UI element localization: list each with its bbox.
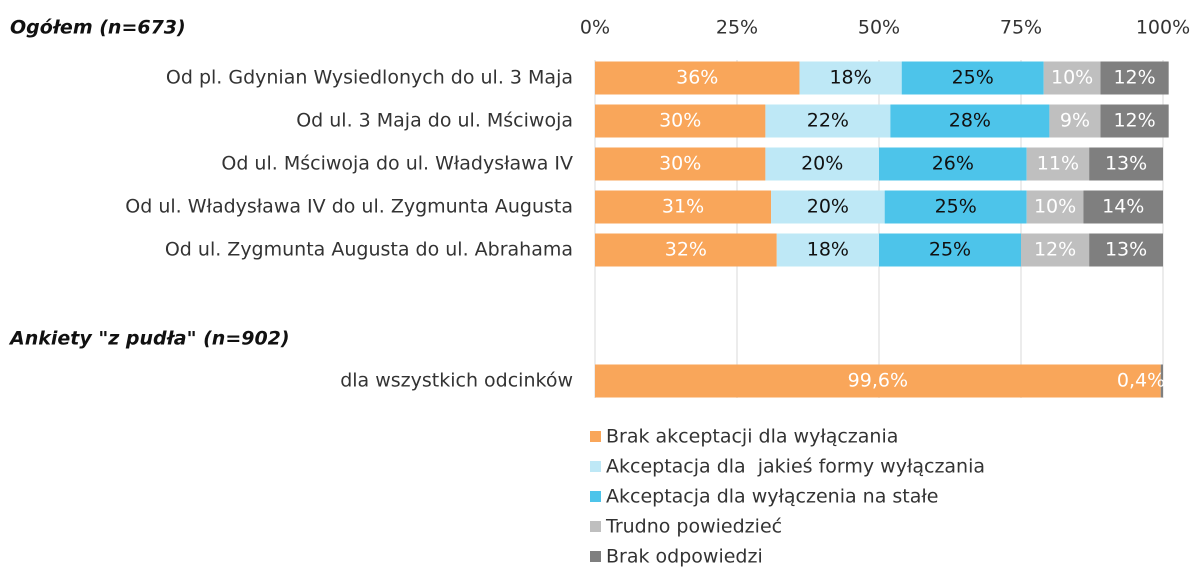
data-label: 11% bbox=[1037, 153, 1079, 175]
bar-segment bbox=[879, 147, 1027, 181]
data-label: 28% bbox=[949, 110, 991, 132]
bar-segment bbox=[595, 233, 777, 267]
legend-swatch bbox=[590, 461, 601, 472]
data-label: 25% bbox=[929, 239, 971, 261]
bar-segment bbox=[1160, 364, 1163, 398]
x-tick-label: 25% bbox=[716, 17, 758, 39]
data-label: 0,4% bbox=[1117, 370, 1165, 392]
data-label: 32% bbox=[665, 239, 707, 261]
data-label: 22% bbox=[807, 110, 849, 132]
group-title: Ankiety "z pudła" (n=902) bbox=[8, 328, 290, 350]
x-tick-label: 0% bbox=[580, 17, 610, 39]
bar-segment bbox=[771, 190, 885, 224]
x-tick-label: 75% bbox=[1000, 17, 1042, 39]
bar-segment bbox=[765, 104, 891, 138]
legend-label: Brak akceptacji dla wyłączania bbox=[606, 426, 898, 448]
bar-segment bbox=[1100, 61, 1169, 95]
legend-swatch bbox=[590, 431, 601, 442]
y-tick-label: Od ul. Mściwoja do ul. Władysława IV bbox=[221, 153, 573, 175]
x-tick-label: 50% bbox=[858, 17, 900, 39]
legend-swatch bbox=[590, 521, 601, 532]
bar-segment bbox=[901, 61, 1044, 95]
bar-segment bbox=[1089, 233, 1163, 267]
bar-segment bbox=[884, 190, 1027, 224]
data-label: 13% bbox=[1105, 239, 1147, 261]
data-label: 12% bbox=[1113, 110, 1155, 132]
data-label: 30% bbox=[659, 153, 701, 175]
data-label: 26% bbox=[932, 153, 974, 175]
legend-swatch bbox=[590, 491, 601, 502]
legend-label: Brak odpowiedzi bbox=[606, 546, 763, 568]
x-tick-label: 100% bbox=[1136, 17, 1190, 39]
data-label: 25% bbox=[935, 196, 977, 218]
data-label: 25% bbox=[952, 67, 994, 89]
bar-segment bbox=[1089, 147, 1163, 181]
bar-segment bbox=[1021, 233, 1090, 267]
bar-segment bbox=[799, 61, 902, 95]
bar-segment bbox=[595, 190, 772, 224]
legend-label: Akceptacja dla jakieś formy wyłączania bbox=[606, 456, 985, 478]
bar-segment bbox=[1043, 61, 1101, 95]
bar-segment bbox=[595, 104, 766, 138]
bar-segment bbox=[776, 233, 879, 267]
data-label: 20% bbox=[807, 196, 849, 218]
data-label: 31% bbox=[662, 196, 704, 218]
data-label: 36% bbox=[676, 67, 718, 89]
data-label: 13% bbox=[1105, 153, 1147, 175]
bar-segment bbox=[1100, 104, 1169, 138]
data-label: 10% bbox=[1051, 67, 1093, 89]
bar-segment bbox=[1083, 190, 1163, 224]
data-label: 12% bbox=[1034, 239, 1076, 261]
data-label: 30% bbox=[659, 110, 701, 132]
bar-segment bbox=[879, 233, 1021, 267]
data-label: 99,6% bbox=[848, 370, 908, 392]
bar-segment bbox=[595, 364, 1161, 398]
bar-segment bbox=[595, 61, 800, 95]
data-label: 20% bbox=[801, 153, 843, 175]
data-label: 12% bbox=[1113, 67, 1155, 89]
data-label: 18% bbox=[807, 239, 849, 261]
data-label: 18% bbox=[829, 67, 871, 89]
legend-label: Trudno powiedzieć bbox=[605, 516, 782, 538]
bar-segment bbox=[1049, 104, 1101, 138]
bar-segment bbox=[1026, 190, 1084, 224]
y-tick-label: Od ul. Władysława IV do ul. Zygmunta Aug… bbox=[125, 196, 573, 218]
data-label: 10% bbox=[1034, 196, 1076, 218]
bar-segment bbox=[765, 147, 879, 181]
y-tick-label: Od ul. Zygmunta Augusta do ul. Abrahama bbox=[165, 239, 573, 261]
legend-label: Akceptacja dla wyłączenia na stałe bbox=[606, 486, 938, 508]
bar-segment bbox=[1026, 147, 1090, 181]
data-label: 14% bbox=[1102, 196, 1144, 218]
y-tick-label: Od pl. Gdynian Wysiedlonych do ul. 3 Maj… bbox=[166, 67, 573, 89]
group-title: Ogółem (n=673) bbox=[10, 17, 186, 39]
y-tick-label: dla wszystkich odcinków bbox=[340, 370, 573, 392]
bar-segment bbox=[595, 147, 766, 181]
data-label: 9% bbox=[1060, 110, 1090, 132]
bar-segment bbox=[890, 104, 1050, 138]
legend-swatch bbox=[590, 551, 601, 562]
y-tick-label: Od ul. 3 Maja do ul. Mściwoja bbox=[296, 110, 573, 132]
